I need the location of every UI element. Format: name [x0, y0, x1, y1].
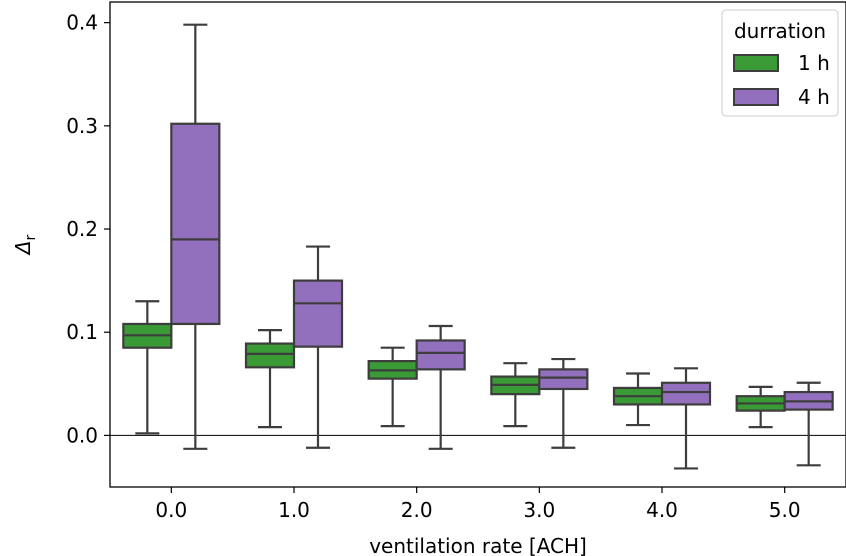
legend-title: durration — [734, 19, 826, 43]
legend-swatch — [733, 88, 779, 106]
box-iqr — [538, 368, 589, 391]
x-axis-label: ventilation rate [ACH] — [369, 534, 587, 556]
box-1h-2.0 — [367, 346, 418, 428]
y-tick-label: 0.3 — [66, 114, 98, 138]
box-iqr — [244, 342, 296, 369]
legend: durration 1 h 4 h — [721, 9, 839, 117]
y-axis: 0.0 0.1 0.2 0.3 0.4 — [66, 11, 110, 447]
box-4h-0.0 — [170, 23, 221, 450]
box-1h-5.0 — [735, 385, 786, 429]
x-tick-label: 0.0 — [155, 498, 187, 522]
x-tick-label: 1.0 — [278, 498, 310, 522]
box-4h-2.0 — [415, 324, 466, 450]
box-4h-4.0 — [660, 367, 712, 470]
x-axis: 0.0 1.0 2.0 3.0 4.0 5.0 — [155, 487, 801, 522]
box-1h-1.0 — [244, 329, 296, 429]
boxes-layer — [122, 23, 834, 470]
box-1h-4.0 — [612, 372, 664, 427]
y-tick-label: 0.4 — [66, 11, 98, 35]
box-1h-3.0 — [490, 362, 541, 428]
box-iqr — [170, 122, 221, 326]
y-tick-label: 0.1 — [66, 320, 98, 344]
box-iqr — [660, 381, 712, 406]
legend-label: 4 h — [798, 85, 830, 109]
legend-label: 1 h — [798, 51, 830, 75]
legend-swatch — [733, 54, 779, 72]
box-4h-5.0 — [783, 381, 834, 467]
box-iqr — [415, 339, 466, 371]
box-iqr — [292, 279, 344, 348]
y-axis-label-symbol: Δ — [11, 241, 35, 257]
y-tick-label: 0.0 — [66, 423, 98, 447]
box-4h-3.0 — [538, 357, 589, 449]
y-tick-label: 0.2 — [66, 217, 98, 241]
x-tick-label: 4.0 — [646, 498, 678, 522]
y-axis-label-subscript: r — [23, 235, 39, 241]
plot-frame — [109, 1, 846, 488]
x-tick-label: 5.0 — [769, 498, 801, 522]
x-tick-label: 2.0 — [401, 498, 433, 522]
box-1h-0.0 — [122, 300, 173, 435]
box-4h-1.0 — [292, 245, 344, 449]
y-axis-label: Δr — [11, 235, 39, 257]
x-tick-label: 3.0 — [523, 498, 555, 522]
